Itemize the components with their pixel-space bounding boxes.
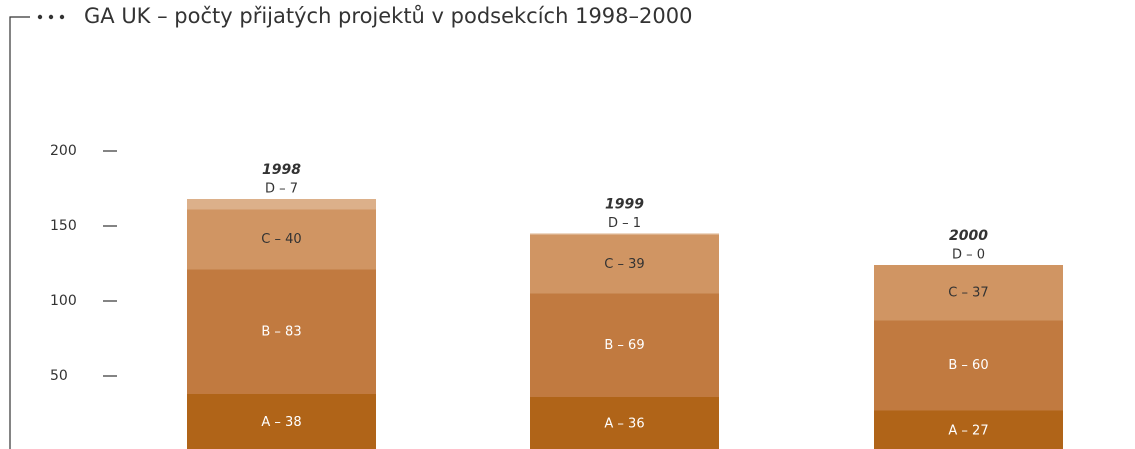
segment-label: D – 7 xyxy=(265,182,298,197)
bar-segment xyxy=(187,209,376,270)
bar-segment xyxy=(530,233,719,235)
segment-label: C – 40 xyxy=(261,232,301,247)
segment-label: D – 1 xyxy=(608,216,641,231)
segment-label: B – 83 xyxy=(261,324,301,339)
bar-segment xyxy=(874,265,1063,321)
bar-segment xyxy=(187,394,376,449)
bar-segment xyxy=(874,320,1063,411)
bar-segment xyxy=(874,410,1063,449)
segment-label: C – 37 xyxy=(948,285,988,300)
title-dot xyxy=(48,14,54,20)
title-dot xyxy=(59,14,65,20)
segment-label: A – 27 xyxy=(948,423,988,438)
category-label: 2000 xyxy=(949,228,988,244)
y-tick-label: 100 xyxy=(50,293,77,309)
segment-label: D – 0 xyxy=(952,248,985,263)
bar-segment xyxy=(530,235,719,294)
y-tick-label: 50 xyxy=(50,368,68,384)
segment-label: C – 39 xyxy=(604,257,644,272)
bar-segment xyxy=(187,199,376,210)
bar-segment xyxy=(530,293,719,397)
segment-label: B – 69 xyxy=(604,338,644,353)
segment-label: A – 38 xyxy=(261,415,301,430)
bar-segment xyxy=(530,397,719,449)
segment-label: B – 60 xyxy=(948,358,988,373)
axis-frame xyxy=(9,16,30,449)
chart-title: GA UK – počty přijatých projektů v podse… xyxy=(84,4,692,28)
bar-segment xyxy=(187,269,376,394)
y-tick-label: 150 xyxy=(50,218,77,234)
segment-label: A – 36 xyxy=(604,417,644,432)
title-dot xyxy=(37,14,43,20)
y-tick-label: 200 xyxy=(50,143,77,159)
category-label: 1998 xyxy=(262,162,301,178)
category-label: 1999 xyxy=(605,197,644,213)
